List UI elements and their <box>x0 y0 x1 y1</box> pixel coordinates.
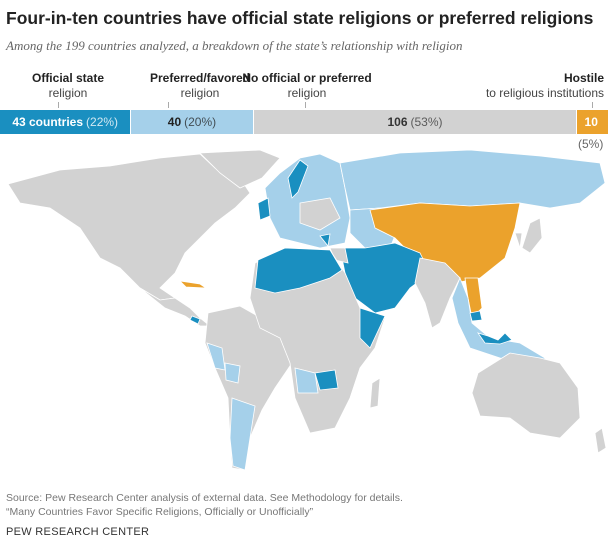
region-greenland <box>199 149 281 189</box>
country-india <box>414 257 461 329</box>
source-note: Source: Pew Research Center analysis of … <box>6 491 403 519</box>
footer-brand: PEW RESEARCH CENTER <box>6 526 150 538</box>
region-north-america <box>7 153 251 301</box>
label-official: Official state religion <box>31 71 105 100</box>
country-bolivia <box>224 362 241 384</box>
chart-title: Four-in-ten countries have official stat… <box>6 8 594 28</box>
country-norway-denmark <box>287 159 309 199</box>
tick <box>305 102 306 108</box>
region-se-asia <box>451 276 546 369</box>
bar-segment-none: 106 (53%) <box>253 110 577 134</box>
tick <box>58 102 59 108</box>
label-none: No official or preferred religion <box>242 71 372 100</box>
source-text: Source: Pew Research Center analysis of … <box>6 492 403 504</box>
region-europe-none <box>299 197 341 231</box>
country-greece <box>319 233 331 247</box>
country-new-zealand <box>594 427 607 454</box>
hostile-percent: (5%) <box>578 137 604 151</box>
country-zambia <box>314 369 339 391</box>
bar-segment-preferred: 40 (20%) <box>131 110 253 134</box>
report-title: “Many Countries Favor Specific Religions… <box>6 506 314 518</box>
bar-percent-label: (20%) <box>184 115 217 129</box>
bar-count-label: 43 countries <box>12 115 84 129</box>
country-korea <box>514 232 523 249</box>
bar-percent-label: (53%) <box>410 115 443 129</box>
tick <box>168 102 169 108</box>
country-japan <box>521 217 543 254</box>
country-uk <box>257 197 271 221</box>
region-africa <box>249 247 386 434</box>
bar-count-label: 10 <box>584 115 598 129</box>
country-malaysia <box>477 332 513 345</box>
country-china <box>369 202 521 284</box>
country-costa-rica <box>189 315 201 325</box>
tick <box>592 102 593 108</box>
label-hostile: Hostile to religious institutions <box>485 71 604 100</box>
bar-percent-label: (22%) <box>86 115 119 129</box>
label-preferred: Preferred/favored religion <box>149 71 251 100</box>
country-russia <box>339 149 606 211</box>
country-cuba <box>178 280 208 289</box>
bar-segment-hostile: 10 <box>577 110 608 134</box>
bar-count-label: 40 <box>167 115 182 129</box>
country-australia <box>471 352 581 439</box>
bar-count-label: 106 <box>387 115 408 129</box>
chart-subtitle: Among the 199 countries analyzed, a brea… <box>6 38 463 53</box>
country-argentina <box>229 397 256 471</box>
country-somalia <box>359 307 386 349</box>
world-map <box>7 149 607 471</box>
country-madagascar <box>369 377 381 409</box>
country-cambodia <box>469 310 483 322</box>
country-peru <box>206 342 226 371</box>
region-africa-preferred <box>294 367 319 394</box>
region-north-africa <box>254 247 343 294</box>
bar-segment-official: 43 countries (22%) <box>0 110 131 134</box>
